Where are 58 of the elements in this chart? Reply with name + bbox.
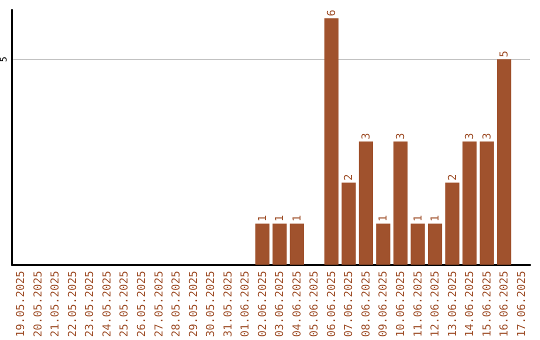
x-tick-label: 30.05.2025 [204,270,218,338]
x-tick-label: 21.05.2025 [48,270,62,338]
x-tick-label: 01.06.2025 [238,270,252,338]
x-tick-label: 04.06.2025 [290,270,304,338]
x-tick-label: 28.05.2025 [170,270,183,338]
x-tick-label: 13.06.2025 [446,270,459,338]
bar [290,224,304,265]
x-tick-label: 11.06.2025 [411,270,424,338]
data-label: 1 [256,215,269,222]
x-tick-label: 31.05.2025 [221,270,234,338]
bar [480,141,494,265]
x-tick-label: 25.05.2025 [118,270,131,338]
x-tick-label: 09.06.2025 [376,270,390,338]
data-label: 3 [480,132,494,140]
x-tick-label: 23.05.2025 [83,270,96,338]
data-label: 1 [428,215,442,222]
data-label: 3 [394,132,407,140]
x-tick-label: 02.06.2025 [256,270,269,338]
data-label: 3 [359,132,372,140]
x-tick-label: 29.05.2025 [186,270,200,338]
bar [255,224,270,265]
bar [342,182,356,265]
data-label: 5 [498,50,511,58]
data-label: 1 [290,215,304,222]
x-tick-label: 22.05.2025 [66,270,79,338]
bar [410,224,425,265]
x-tick-label: 15.06.2025 [480,270,494,338]
data-label: 1 [376,215,390,222]
bar [497,59,512,265]
x-tick-label: 26.05.2025 [135,270,148,338]
x-tick-label: 20.05.2025 [31,270,44,338]
x-tick-label: 08.06.2025 [359,270,372,338]
data-label: 2 [446,174,459,181]
x-tick-label: 07.06.2025 [342,270,356,338]
x-tick-label: 16.06.2025 [498,270,511,338]
data-label: 6 [324,10,338,16]
data-label: 1 [273,215,286,222]
x-tick-label: 03.06.2025 [273,270,286,338]
x-tick-label: 19.05.2025 [14,270,28,338]
x-tick-label: 27.05.2025 [152,270,166,338]
data-label: 1 [411,215,424,222]
x-tick-label: 05.06.2025 [308,270,321,338]
bar [445,182,460,265]
x-tick-label: 14.06.2025 [463,270,476,338]
data-label: 3 [463,132,476,140]
bar [428,224,442,265]
bar [462,141,477,265]
bar [272,224,287,265]
bar [358,141,374,265]
x-tick-label: 10.06.2025 [394,270,407,338]
x-tick-label: 06.06.2025 [324,270,338,338]
bar [324,18,339,265]
x-tick-label: 12.06.2025 [428,270,442,338]
x-tick-label: 17.06.2025 [514,270,528,338]
bar [393,141,408,265]
bar [376,224,390,265]
x-tick-label: 24.05.2025 [100,270,114,338]
data-label: 2 [342,174,356,181]
